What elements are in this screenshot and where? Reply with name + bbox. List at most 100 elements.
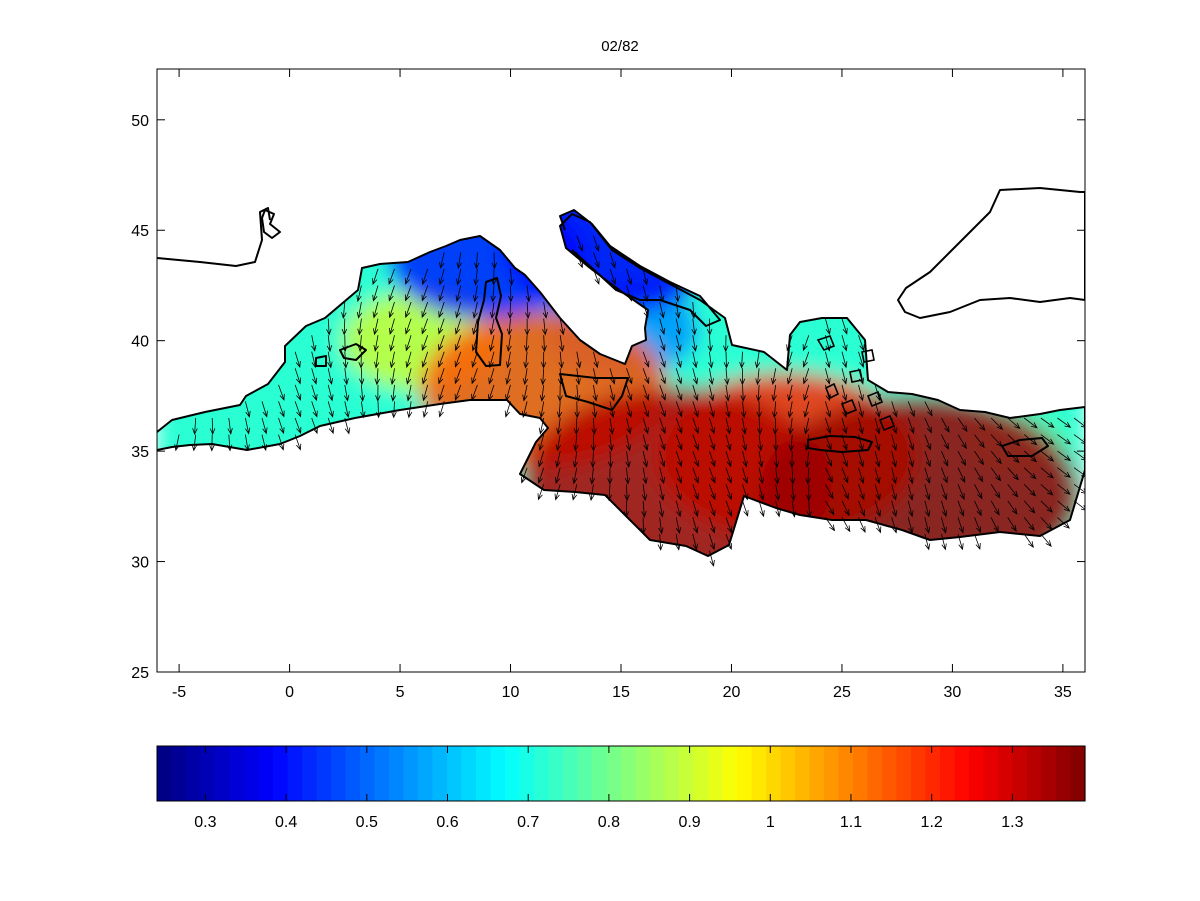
velocity-arrow [692,467,699,484]
velocity-arrow [327,368,334,385]
colorbar-band [200,746,216,801]
velocity-arrow [841,450,848,468]
velocity-arrow [803,401,810,418]
velocity-arrow [422,384,429,402]
velocity-arrow [278,401,285,418]
colorbar-band [606,746,622,801]
velocity-arrow [957,434,967,450]
velocity-arrow [788,434,795,452]
velocity-arrow [825,500,835,516]
velocity-arrow [641,500,647,518]
velocity-arrow [941,484,948,501]
velocity-arrow [741,434,748,452]
aegean-islands [816,335,896,432]
velocity-arrow [825,467,833,484]
velocity-arrow [554,467,561,485]
velocity-arrow [343,368,349,386]
gulf-outline [261,209,281,239]
velocity-arrow [227,417,233,435]
colorbar-band [534,746,550,801]
velocity-arrow [488,351,495,369]
velocity-arrow [406,384,412,402]
x-tick-label: 35 [1054,684,1072,701]
velocity-arrow [709,517,716,534]
velocity-arrow [326,318,332,336]
velocity-arrow [841,484,849,500]
velocity-arrow [642,417,649,435]
velocity-arrow [659,368,666,385]
velocity-arrow [438,335,445,352]
colorbar-band [331,746,347,801]
velocity-arrow [438,384,445,402]
velocity-arrow [841,368,848,385]
velocity-arrow [625,451,631,469]
velocity-arrow [1040,450,1055,462]
colorbar-band [737,746,753,801]
velocity-arrow [924,467,931,484]
velocity-arrow [790,484,796,502]
velocity-arrow [841,335,848,352]
velocity-arrow [941,533,947,551]
velocity-arrow [593,351,599,369]
velocity-arrow [692,401,699,418]
velocity-arrow [421,351,429,368]
chart-title: 02/82 [601,38,639,55]
velocity-arrow [907,401,915,418]
velocity-arrow [506,335,512,352]
velocity-arrow [389,351,396,369]
velocity-arrow [802,351,810,368]
velocity-arrow [891,467,897,485]
colorbar-band [476,746,492,801]
velocity-arrow [421,301,429,319]
velocity-arrow [608,434,614,452]
colorbar-band [969,746,985,801]
velocity-arrow [438,351,445,368]
velocity-arrow [490,285,496,303]
velocity-arrow [825,484,834,500]
velocity-arrow [491,268,497,286]
velocity-arrow [1023,533,1034,548]
colorbar-band [1027,746,1043,801]
velocity-arrow [692,368,699,385]
colorbar-tick-label: 0.3 [194,814,216,831]
velocity-arrow [924,484,931,501]
velocity-arrow [1007,484,1019,498]
velocity-arrow [438,368,445,385]
velocity-arrow [924,517,931,534]
velocity-arrow [539,384,546,402]
velocity-arrow [708,351,714,369]
velocity-arrow [624,484,630,502]
velocity-arrow [659,434,666,451]
velocity-arrow [539,401,545,419]
colorbar-band [403,746,419,801]
velocity-arrow [675,417,683,434]
velocity-arrow [373,318,379,336]
colorbar-band [215,746,231,801]
velocity-arrow [740,384,746,402]
velocity-arrow [773,451,780,469]
velocity-arrow [709,450,716,468]
velocity-arrow [806,484,812,502]
velocity-arrow [572,467,578,485]
velocity-arrow [891,500,898,518]
velocity-arrow [1023,467,1037,480]
velocity-arrow [521,467,528,484]
velocity-arrow [709,484,716,501]
colorbar-tick-label: 1.1 [840,814,862,831]
velocity-arrow [754,351,761,369]
colorbar-band [505,746,521,801]
velocity-arrow [974,500,982,517]
velocity-arrow [787,401,794,419]
velocity-arrow [1023,417,1038,429]
velocity-arrow [573,434,579,452]
velocity-arrow [375,384,381,402]
colorbar-band [882,746,898,801]
velocity-arrow [1007,417,1021,430]
velocity-arrow [758,484,765,501]
velocity-arrow [390,368,396,386]
colorbar-tick-label: 1.3 [1001,814,1023,831]
velocity-arrow [708,368,714,386]
y-tick-label: 30 [131,555,149,572]
velocity-arrow [389,335,395,352]
